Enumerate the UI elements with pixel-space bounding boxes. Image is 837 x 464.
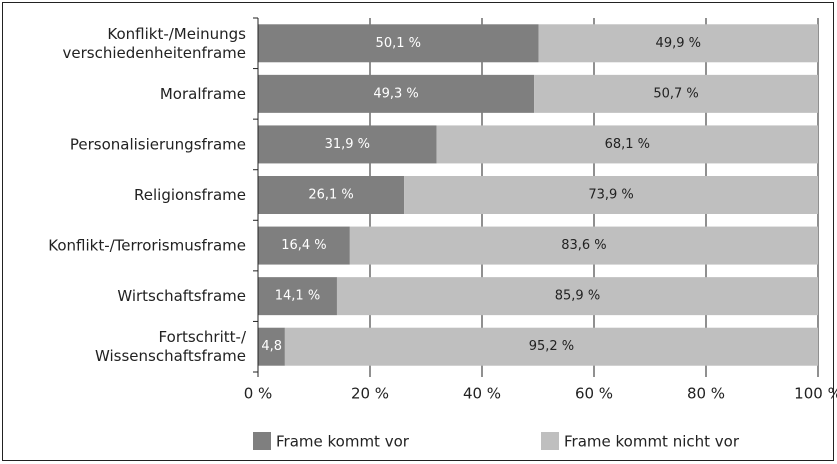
value-label: 49,9 %: [656, 36, 701, 51]
x-tick-label: 60 %: [575, 385, 613, 403]
value-label: 14,1 %: [275, 289, 320, 304]
value-label: 31,9 %: [325, 137, 370, 152]
y-tick-label-line: Fortschritt-/: [159, 328, 247, 346]
bar-segment: [534, 74, 818, 113]
y-tick-label: Religionsframe: [134, 186, 246, 204]
x-tick-label: 40 %: [463, 385, 501, 403]
y-tick-label: Konflikt-/Terrorismusframe: [48, 236, 246, 254]
bar-segment: [258, 125, 437, 164]
value-label: 26,1 %: [308, 188, 353, 203]
bar-segment: [258, 24, 539, 63]
y-tick-label-line: Wissenschaftsframe: [95, 347, 246, 365]
y-tick-label: Moralframe: [160, 84, 246, 102]
bar-segment: [538, 24, 818, 63]
bar-segment: [436, 125, 818, 164]
y-tick-label-line: Konflikt-/Terrorismusframe: [48, 236, 246, 254]
x-tick-label: 20 %: [351, 385, 389, 403]
value-label: 50,7 %: [653, 86, 698, 101]
x-tick-label: 0 %: [244, 385, 273, 403]
bar-segment: [404, 176, 818, 214]
bar-segment: [258, 74, 535, 113]
bar-segment: [258, 176, 405, 214]
value-label: 50,1 %: [376, 36, 421, 51]
value-label: 85,9 %: [555, 289, 600, 304]
bar-segment: [336, 277, 818, 316]
bar-segment: [258, 327, 285, 366]
y-tick-label-line: Wirtschaftsframe: [117, 287, 246, 305]
y-tick-label-line: Moralframe: [160, 84, 246, 102]
y-tick-label: Personalisierungsframe: [70, 135, 246, 153]
y-tick-label: Konflikt-/Meinungs verschiedenheitenframe: [63, 24, 247, 61]
y-tick-label: Fortschritt-/Wissenschaftsframe: [95, 328, 247, 365]
legend-swatch: [541, 432, 559, 450]
y-tick-label: Wirtschaftsframe: [117, 287, 246, 305]
x-tick-label: 80 %: [687, 385, 725, 403]
bar-segment: [258, 226, 350, 265]
legend-label: Frame kommt vor: [276, 433, 410, 451]
bar-segment: [258, 277, 337, 316]
value-label: 49,3 %: [373, 86, 418, 101]
legend-label: Frame kommt nicht vor: [564, 433, 740, 451]
y-tick-label-line: Konflikt-/Meinungs: [107, 24, 246, 42]
legend-swatch: [253, 432, 271, 450]
value-label: 73,9 %: [588, 188, 633, 203]
bar-segment: [284, 327, 818, 366]
value-label: 68,1 %: [605, 137, 650, 152]
value-label: 95,2 %: [529, 339, 574, 354]
y-tick-label-line: Religionsframe: [134, 186, 246, 204]
bar-segment: [349, 226, 818, 265]
value-label: 16,4 %: [281, 238, 326, 253]
y-tick-label-line: Personalisierungsframe: [70, 135, 246, 153]
y-tick-label-line: verschiedenheitenframe: [63, 43, 247, 61]
value-label: 83,6 %: [561, 238, 606, 253]
x-tick-label: 100 %: [794, 385, 837, 403]
